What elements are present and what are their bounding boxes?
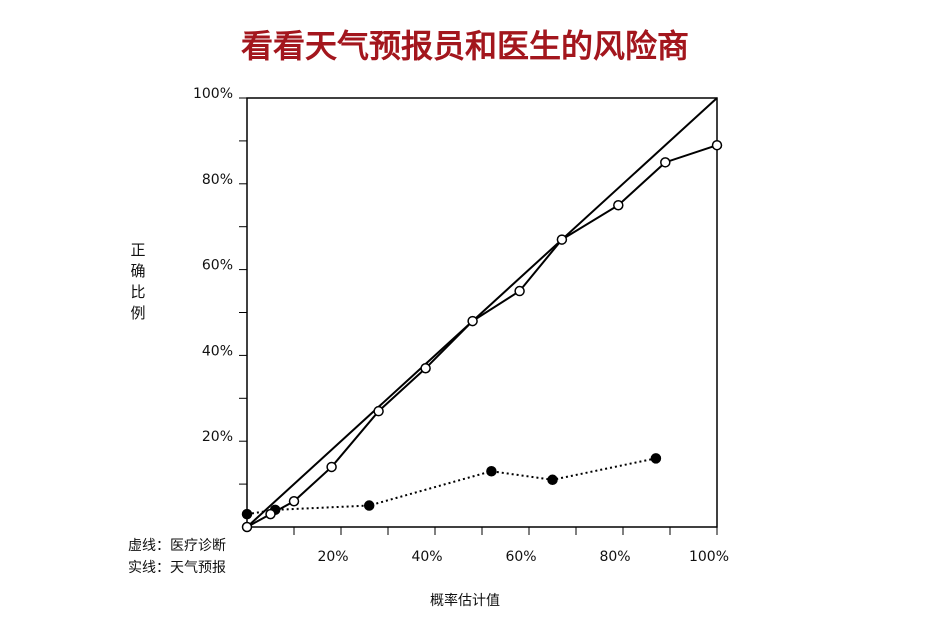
- x-axis-label: 概率估计值: [430, 592, 500, 609]
- data-point: [711, 139, 723, 151]
- data-point: [547, 474, 558, 486]
- data-point: [373, 405, 384, 417]
- legend-entry: 实线：天气预报: [128, 560, 226, 576]
- chart-title: 看看天气预报员和医生的风险商: [241, 27, 689, 65]
- x-tick-label: 40%: [411, 549, 442, 565]
- data-point: [556, 234, 568, 245]
- reference-diagonal: [246, 97, 718, 528]
- data-point: [467, 315, 478, 327]
- data-point: [514, 285, 525, 297]
- x-tick-label: 20%: [317, 549, 348, 565]
- y-axis-label: 正确比例: [130, 241, 146, 322]
- data-point: [265, 508, 276, 520]
- data-point: [241, 508, 253, 520]
- x-tick-label: 80%: [599, 549, 630, 565]
- series-line: [246, 457, 657, 516]
- y-tick-label: 100%: [193, 86, 233, 102]
- y-tick-label: 20%: [202, 429, 233, 445]
- data-point: [486, 465, 497, 477]
- y-tick-label: 40%: [202, 343, 233, 359]
- x-tick-label: 100%: [689, 549, 729, 565]
- data-point: [288, 496, 300, 507]
- data-point: [363, 500, 375, 511]
- data-point: [241, 521, 253, 533]
- data-point: [650, 453, 662, 464]
- legend-entry: 虚线：医疗诊断: [128, 538, 226, 554]
- data-point: [613, 200, 624, 211]
- y-tick-label: 60%: [202, 258, 233, 274]
- series-line: [246, 144, 718, 528]
- data-point: [420, 363, 431, 374]
- data-point: [326, 461, 337, 473]
- x-tick-label: 60%: [505, 549, 536, 565]
- data-point: [660, 157, 671, 168]
- y-tick-label: 80%: [202, 172, 233, 188]
